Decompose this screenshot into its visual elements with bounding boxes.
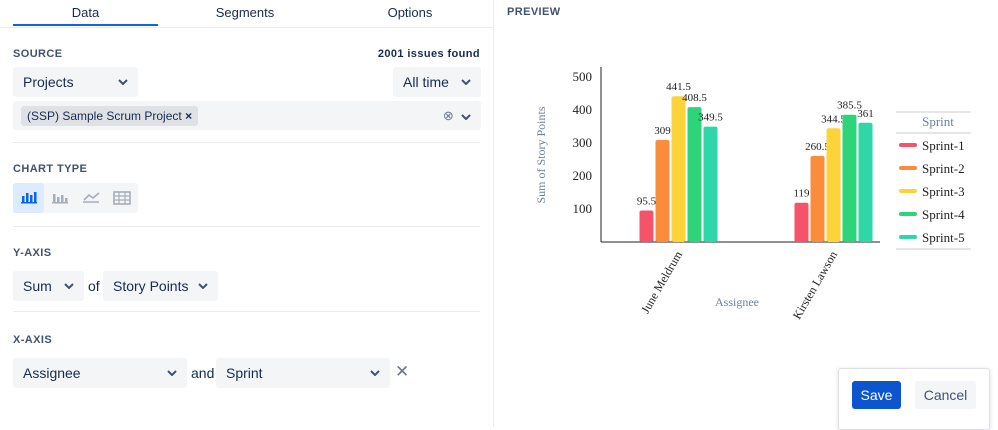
save-button[interactable]: Save xyxy=(852,381,901,409)
y-tick-label: 300 xyxy=(573,135,593,150)
tag: (SSP) Sample Scrum Project × xyxy=(21,105,199,126)
bar xyxy=(858,122,873,242)
x-tick-label: June Meldrum xyxy=(638,248,685,316)
chevron xyxy=(64,283,74,289)
tab-data[interactable]: Data xyxy=(71,5,100,20)
legend-label: Sprint-5 xyxy=(922,230,965,245)
x-field-select[interactable]: Assignee xyxy=(13,358,187,388)
tag-remove[interactable]: × xyxy=(185,108,193,123)
left-panel: Data Segments Options SOURCE 2001 issues… xyxy=(0,0,494,427)
select-text: Sum xyxy=(23,278,52,294)
select-text: Sprint xyxy=(226,365,263,381)
bar xyxy=(794,202,809,242)
value-label: 408.5 xyxy=(682,92,707,104)
cancel-button[interactable]: Cancel xyxy=(915,381,976,409)
y-tick-label: 400 xyxy=(573,102,593,117)
select-text: All time xyxy=(403,74,449,90)
value-label: 260.5 xyxy=(805,141,830,153)
of-text: of xyxy=(88,278,100,294)
value-label: 344.5 xyxy=(821,113,846,125)
value-label: 361 xyxy=(857,108,874,120)
chevron xyxy=(198,283,208,289)
bar xyxy=(810,155,825,242)
legend-label: Sprint-3 xyxy=(922,184,965,199)
remove-group[interactable]: ✕ xyxy=(395,362,410,381)
bar xyxy=(655,139,670,242)
x-tick-label: Kirsten Lawson xyxy=(790,249,840,322)
tag-text: (SSP) Sample Scrum Project xyxy=(27,108,182,123)
chart-type-icons[interactable] xyxy=(13,183,138,213)
legend-title: Sprint xyxy=(922,114,954,129)
select-text: Story Points xyxy=(113,278,189,294)
bar xyxy=(639,210,654,242)
y-axis-title: Sum of Story Points xyxy=(534,106,548,203)
tab-divider xyxy=(0,27,493,28)
chevron xyxy=(461,79,471,85)
tab-options[interactable]: Options xyxy=(387,5,433,20)
separator xyxy=(13,311,480,312)
select-text: Assignee xyxy=(23,365,81,381)
time-select[interactable]: All time xyxy=(393,67,481,97)
preview-label: PREVIEW xyxy=(507,6,561,18)
chart: Sum of Story Points Assignee Sprint 100 2… xyxy=(534,67,971,322)
section-label: Y-AXIS xyxy=(13,247,52,259)
group-select[interactable]: Sprint xyxy=(216,358,390,388)
aggregate-select[interactable]: Sum xyxy=(13,271,84,301)
value-label: 309 xyxy=(654,125,671,137)
x-axis-title: Assignee xyxy=(715,295,759,309)
select-text: Projects xyxy=(23,74,74,90)
y-tick-label: 500 xyxy=(573,69,593,84)
separator xyxy=(13,142,480,143)
legend-label: Sprint-1 xyxy=(922,138,965,153)
legend-label: Sprint-4 xyxy=(922,207,965,222)
and-text: and xyxy=(191,365,215,381)
chart-type-group xyxy=(13,183,138,213)
value-label: 385.5 xyxy=(837,100,862,112)
tab-underline xyxy=(13,24,158,26)
section-label: SOURCE xyxy=(13,48,63,60)
value-label: 119 xyxy=(793,188,810,200)
value-label: 349.5 xyxy=(698,112,723,124)
bar xyxy=(826,128,841,242)
value-label: 441.5 xyxy=(666,81,691,93)
chevron xyxy=(118,79,128,85)
section-label: X-AXIS xyxy=(13,334,53,346)
y-tick-label: 100 xyxy=(573,201,593,216)
issue-count: 2001 issues found xyxy=(377,48,480,60)
legend-label: Sprint-2 xyxy=(922,161,965,176)
bar xyxy=(703,126,718,242)
separator xyxy=(13,226,480,227)
chevron xyxy=(370,370,380,376)
bar xyxy=(671,96,686,242)
y-tick-label: 200 xyxy=(573,168,593,183)
chevron xyxy=(461,113,471,120)
field-select[interactable]: Story Points xyxy=(103,271,218,301)
project-select[interactable]: Projects xyxy=(13,67,138,97)
controls: ⊗ xyxy=(443,108,471,124)
action-box: Save Cancel xyxy=(838,368,990,430)
project-multiselect[interactable]: (SSP) Sample Scrum Project × ⊗ xyxy=(13,101,481,130)
tab-segments[interactable]: Segments xyxy=(215,5,275,20)
value-label: 95.5 xyxy=(637,195,657,207)
section-label: CHART TYPE xyxy=(13,163,88,175)
bar xyxy=(687,107,702,243)
bar xyxy=(842,114,857,242)
chevron xyxy=(167,370,177,376)
